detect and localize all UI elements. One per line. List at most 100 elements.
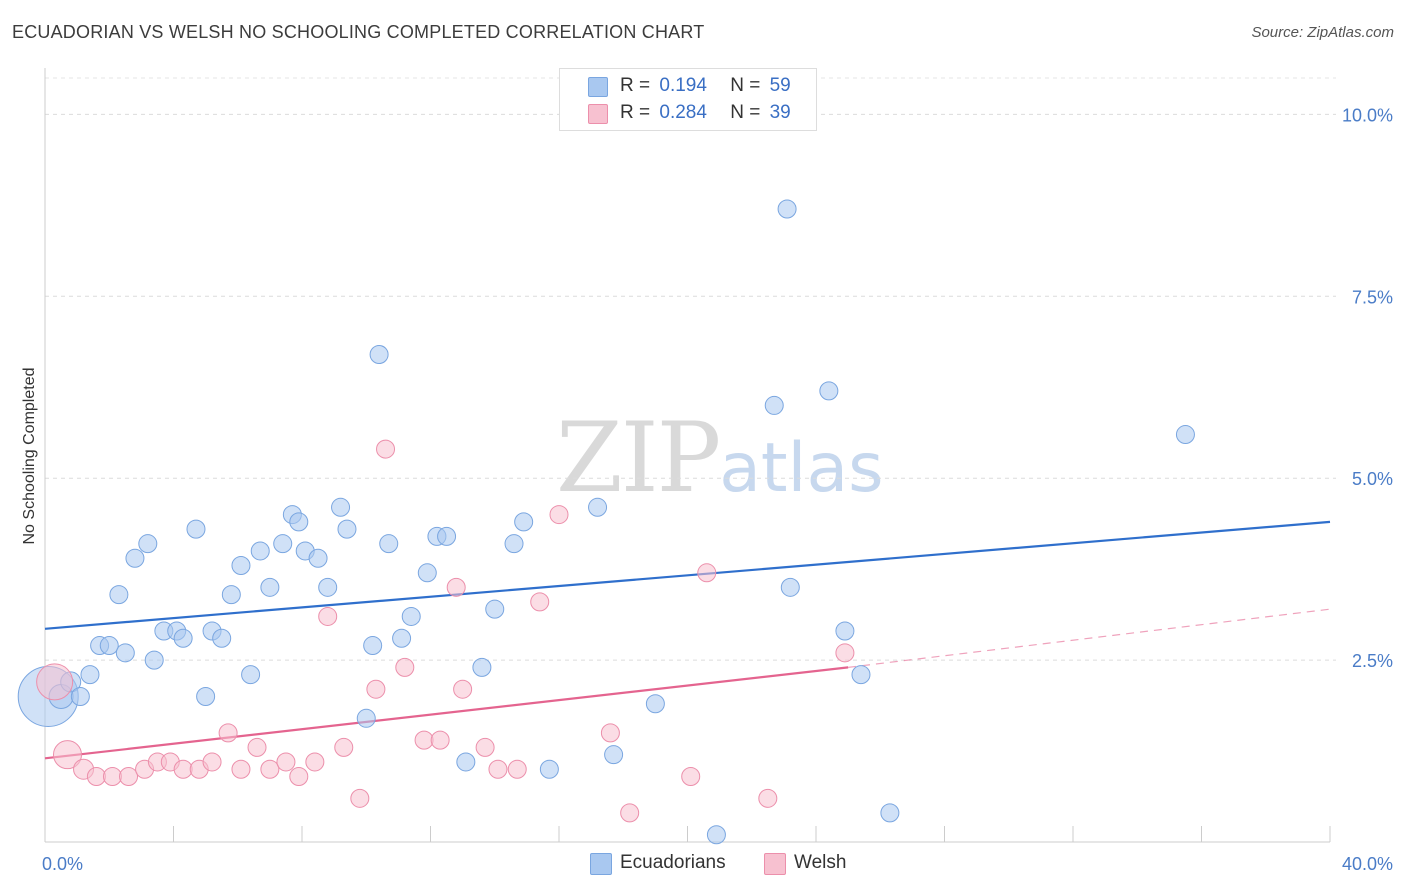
- point-ecuadorians: [604, 745, 624, 765]
- point-welsh: [289, 767, 309, 787]
- watermark: ZIPatlas: [556, 402, 884, 514]
- legend-n-label: N =: [730, 75, 761, 96]
- gridlines: [45, 77, 1336, 661]
- point-welsh: [446, 577, 466, 597]
- point-welsh: [600, 723, 620, 743]
- point-ecuadorians: [125, 548, 145, 568]
- point-welsh: [414, 730, 434, 750]
- point-ecuadorians: [369, 344, 389, 364]
- point-ecuadorians: [401, 606, 421, 626]
- point-welsh: [758, 788, 778, 808]
- trend-line-welsh: [44, 666, 849, 760]
- point-ecuadorians: [80, 665, 100, 685]
- point-welsh: [530, 592, 550, 612]
- bottom-legend-swatch-ecuadorians: [590, 853, 612, 875]
- point-ecuadorians: [308, 548, 328, 568]
- point-ecuadorians: [99, 636, 119, 656]
- point-ecuadorians: [231, 556, 251, 576]
- axes: [44, 68, 1331, 843]
- point-welsh: [318, 606, 338, 626]
- trend-line-welsh-extension: [848, 608, 1331, 668]
- point-ecuadorians: [764, 395, 784, 415]
- point-ecuadorians: [250, 541, 270, 561]
- legend-swatch-welsh: [588, 104, 608, 124]
- point-welsh: [36, 663, 74, 701]
- data-points: [17, 199, 1195, 845]
- legend-n-value: 59: [769, 75, 791, 96]
- correlation-legend: R = 0.194 N = 59 R = 0.284 N = 39: [559, 68, 817, 131]
- point-welsh: [620, 803, 640, 823]
- y-axis-label: No Schooling Completed: [21, 368, 38, 545]
- point-ecuadorians: [331, 497, 351, 517]
- point-ecuadorians: [363, 636, 383, 656]
- point-ecuadorians: [1175, 425, 1195, 445]
- point-welsh: [835, 643, 855, 663]
- x-tick-label: 0.0%: [42, 854, 83, 874]
- point-ecuadorians: [221, 585, 241, 605]
- point-ecuadorians: [109, 585, 129, 605]
- point-welsh: [86, 767, 106, 787]
- point-ecuadorians: [173, 628, 193, 648]
- point-welsh: [366, 679, 386, 699]
- point-welsh: [453, 679, 473, 699]
- point-welsh: [276, 752, 296, 772]
- legend-swatch-ecuadorians: [588, 77, 608, 97]
- point-ecuadorians: [588, 497, 608, 517]
- point-ecuadorians: [273, 534, 293, 554]
- point-ecuadorians: [819, 381, 839, 401]
- point-welsh: [218, 723, 238, 743]
- point-ecuadorians: [514, 512, 534, 532]
- point-welsh: [202, 752, 222, 772]
- point-welsh: [681, 767, 701, 787]
- point-ecuadorians: [777, 199, 797, 219]
- point-ecuadorians: [289, 512, 309, 532]
- point-ecuadorians: [472, 657, 492, 677]
- legend-r-label: R =: [620, 75, 651, 96]
- x-tick-label: 40.0%: [1342, 854, 1393, 874]
- point-welsh: [697, 563, 717, 583]
- chart-title: ECUADORIAN VS WELSH NO SCHOOLING COMPLET…: [12, 22, 705, 42]
- point-ecuadorians: [212, 628, 232, 648]
- trend-line-ecuadorians: [44, 520, 1331, 630]
- legend-n-label: N =: [730, 102, 761, 123]
- source-label: Source: ZipAtlas.com: [1251, 24, 1394, 41]
- point-ecuadorians: [880, 803, 900, 823]
- legend-r-label: R =: [620, 102, 651, 123]
- point-welsh: [350, 788, 370, 808]
- trend-lines: [44, 520, 1331, 760]
- point-welsh: [376, 439, 396, 459]
- point-ecuadorians: [196, 686, 216, 706]
- legend-r-value: 0.284: [659, 102, 707, 123]
- y-tick-label: 10.0%: [1342, 105, 1393, 125]
- y-tick-label: 2.5%: [1352, 651, 1393, 671]
- point-welsh: [475, 737, 495, 757]
- point-ecuadorians: [70, 686, 90, 706]
- point-ecuadorians: [417, 563, 437, 583]
- point-ecuadorians: [456, 752, 476, 772]
- legend-r-value: 0.194: [659, 75, 707, 96]
- point-welsh: [507, 759, 527, 779]
- y-tick-label: 5.0%: [1352, 469, 1393, 489]
- tick-labels: 2.5% 5.0% 7.5% 10.0% 0.0% 40.0%: [42, 105, 1393, 874]
- point-welsh: [395, 657, 415, 677]
- point-welsh: [173, 759, 193, 779]
- watermark-zip: ZIP: [556, 402, 721, 514]
- point-ecuadorians: [706, 825, 726, 845]
- legend-n-value: 39: [769, 102, 791, 123]
- point-welsh: [119, 767, 139, 787]
- point-ecuadorians: [138, 534, 158, 554]
- point-ecuadorians: [437, 526, 457, 546]
- point-ecuadorians: [144, 650, 164, 670]
- point-ecuadorians: [504, 534, 524, 554]
- point-welsh: [52, 740, 82, 770]
- point-ecuadorians: [115, 643, 135, 663]
- point-welsh: [549, 505, 569, 525]
- point-welsh: [305, 752, 325, 772]
- point-ecuadorians: [337, 519, 357, 539]
- point-ecuadorians: [379, 534, 399, 554]
- point-ecuadorians: [539, 759, 559, 779]
- point-ecuadorians: [780, 577, 800, 597]
- point-welsh: [231, 759, 251, 779]
- watermark-atlas: atlas: [719, 429, 884, 508]
